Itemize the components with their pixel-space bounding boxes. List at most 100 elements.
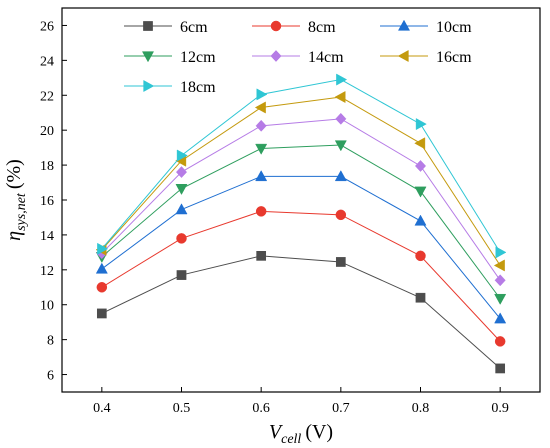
data-point (494, 274, 506, 287)
y-tick-label: 26 (40, 19, 54, 34)
legend-marker (397, 19, 411, 31)
data-point (414, 137, 426, 150)
data-point (97, 242, 109, 255)
data-point (415, 250, 426, 262)
data-point (493, 259, 505, 272)
data-point (414, 214, 427, 226)
legend-label: 8cm (308, 19, 336, 36)
data-point (494, 293, 507, 305)
legend-item: 18cm (124, 79, 216, 96)
series-18cm (97, 73, 507, 259)
series-16cm (95, 90, 505, 272)
data-point (494, 336, 506, 347)
data-point (414, 159, 427, 172)
legend-item: 6cm (124, 19, 208, 36)
legend-label: 16cm (436, 49, 472, 66)
series-line (101, 96, 501, 266)
data-point (175, 166, 188, 179)
x-tick-label: 0.9 (491, 401, 509, 416)
data-point (414, 186, 427, 198)
ticks-layer: 0.4 0.5 0.6 0.7 0.8 0.9 6 8 10 12 14 16 18 20 22 24 26 (40, 19, 509, 416)
data-point (415, 118, 427, 131)
y-tick-label: 14 (40, 229, 54, 244)
data-point (334, 140, 347, 152)
legend-label: 14cm (308, 49, 344, 66)
data-point (495, 246, 507, 259)
y-tick-label: 12 (40, 264, 54, 279)
series-line (101, 118, 501, 281)
legend-label: 12cm (180, 49, 216, 66)
series-14cm (96, 112, 506, 287)
series-12cm (95, 140, 507, 305)
x-axis-label-main: V (269, 421, 284, 443)
series-line (101, 175, 501, 320)
y-axis-label-sub: sys,net (14, 192, 29, 231)
legend-label: 6cm (180, 19, 208, 36)
data-point (96, 308, 107, 319)
y-tick-label: 24 (40, 54, 54, 69)
data-point (335, 112, 347, 125)
data-point (256, 251, 267, 261)
data-point (255, 206, 267, 217)
y-tick-label: 20 (40, 124, 54, 139)
x-tick-label: 0.6 (252, 401, 270, 416)
series-line (101, 144, 501, 299)
legend-label: 18cm (180, 79, 216, 96)
legend: 6cm 8cm 10cm 12cm 14cm 16cm 18cm (124, 19, 472, 96)
data-point (334, 170, 347, 182)
legend-marker (270, 20, 282, 32)
x-tick-label: 0.5 (173, 401, 191, 416)
data-point (255, 143, 268, 155)
data-point (255, 119, 267, 132)
y-tick-label: 16 (40, 194, 54, 209)
series-6cm (96, 251, 506, 374)
data-point (335, 257, 346, 267)
x-axis-label-sub: cell (281, 432, 301, 447)
legend-item: 8cm (252, 19, 336, 36)
data-point (335, 209, 347, 221)
legend-marker (270, 50, 282, 62)
data-point (176, 149, 188, 162)
data-point (494, 312, 507, 324)
series-8cm (96, 206, 506, 347)
series-line (101, 210, 501, 342)
data-point (495, 363, 506, 374)
y-tick-label: 8 (47, 334, 54, 349)
series-layer (95, 73, 507, 374)
data-point (255, 170, 268, 182)
y-tick-label: 10 (40, 299, 54, 314)
data-point (175, 184, 188, 195)
x-axis-label-unit: (V) (305, 421, 333, 443)
y-tick-label: 6 (47, 369, 54, 384)
legend-marker (397, 49, 409, 63)
data-point (176, 233, 187, 244)
data-point (256, 88, 268, 101)
legend-item: 16cm (380, 49, 472, 66)
series-line (101, 79, 501, 253)
legend-item: 12cm (124, 49, 216, 66)
y-axis-label: ηsys,net (%) (3, 159, 29, 241)
x-tick-label: 0.7 (332, 401, 350, 416)
x-axis-label: Vcell (V) (269, 421, 333, 447)
legend-item: 14cm (252, 49, 344, 66)
data-point (415, 292, 426, 303)
y-tick-label: 22 (40, 89, 54, 104)
data-point (96, 282, 108, 293)
data-point (176, 270, 187, 280)
y-axis-label-main: η (3, 231, 25, 241)
legend-marker (141, 51, 155, 63)
x-tick-label: 0.4 (93, 401, 111, 416)
data-point (334, 90, 346, 104)
legend-marker (143, 21, 153, 31)
data-point (175, 203, 188, 215)
legend-marker (143, 79, 155, 93)
series-line (101, 255, 501, 369)
data-point (336, 73, 348, 86)
legend-label: 10cm (436, 19, 472, 36)
series-10cm (95, 170, 507, 324)
y-tick-label: 18 (40, 159, 54, 174)
legend-item: 10cm (380, 19, 472, 36)
data-point (254, 101, 266, 114)
y-axis-label-unit: (%) (3, 159, 25, 189)
